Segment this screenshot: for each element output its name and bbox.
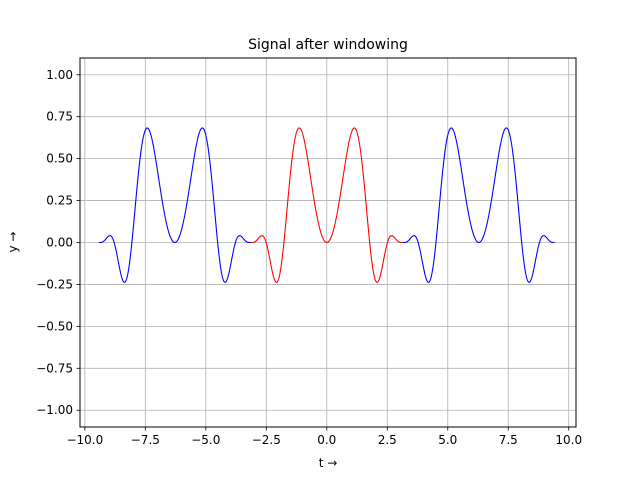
chart-title: Signal after windowing	[248, 37, 408, 53]
y-tick-label: 0.75	[46, 110, 73, 124]
y-tick-label: −0.50	[36, 319, 73, 333]
y-tick-label: 0.00	[46, 236, 73, 250]
y-axis: −1.00 −0.75 −0.50 −0.25 0.00 0.25 0.50 0.75 1.00	[36, 68, 80, 417]
x-axis-label: t →	[319, 456, 338, 470]
x-tick-label: −10.0	[66, 433, 103, 447]
series-line-2	[250, 127, 404, 283]
y-tick-label: −0.25	[36, 277, 73, 291]
x-tick-label: 0.0	[317, 433, 336, 447]
y-tick-label: −0.75	[36, 361, 73, 375]
x-tick-label: 10.0	[555, 433, 582, 447]
y-tick-label: −1.00	[36, 403, 73, 417]
series-line-3	[402, 127, 556, 283]
y-tick-label: 1.00	[46, 68, 73, 82]
x-tick-label: 2.5	[378, 433, 397, 447]
series-line-1	[98, 127, 252, 283]
y-tick-label: 0.50	[46, 152, 73, 166]
y-tick-label: 0.25	[46, 194, 73, 208]
x-tick-label: −5.0	[191, 433, 220, 447]
x-axis: −10.0 −7.5 −5.0 −2.5 0.0 2.5 5.0 7.5 10.0	[66, 427, 582, 447]
x-tick-label: 7.5	[499, 433, 518, 447]
y-axis-label: y →	[6, 232, 20, 253]
x-tick-label: 5.0	[438, 433, 457, 447]
plot-area	[98, 127, 556, 283]
x-tick-label: −7.5	[131, 433, 160, 447]
x-tick-label: −2.5	[252, 433, 281, 447]
